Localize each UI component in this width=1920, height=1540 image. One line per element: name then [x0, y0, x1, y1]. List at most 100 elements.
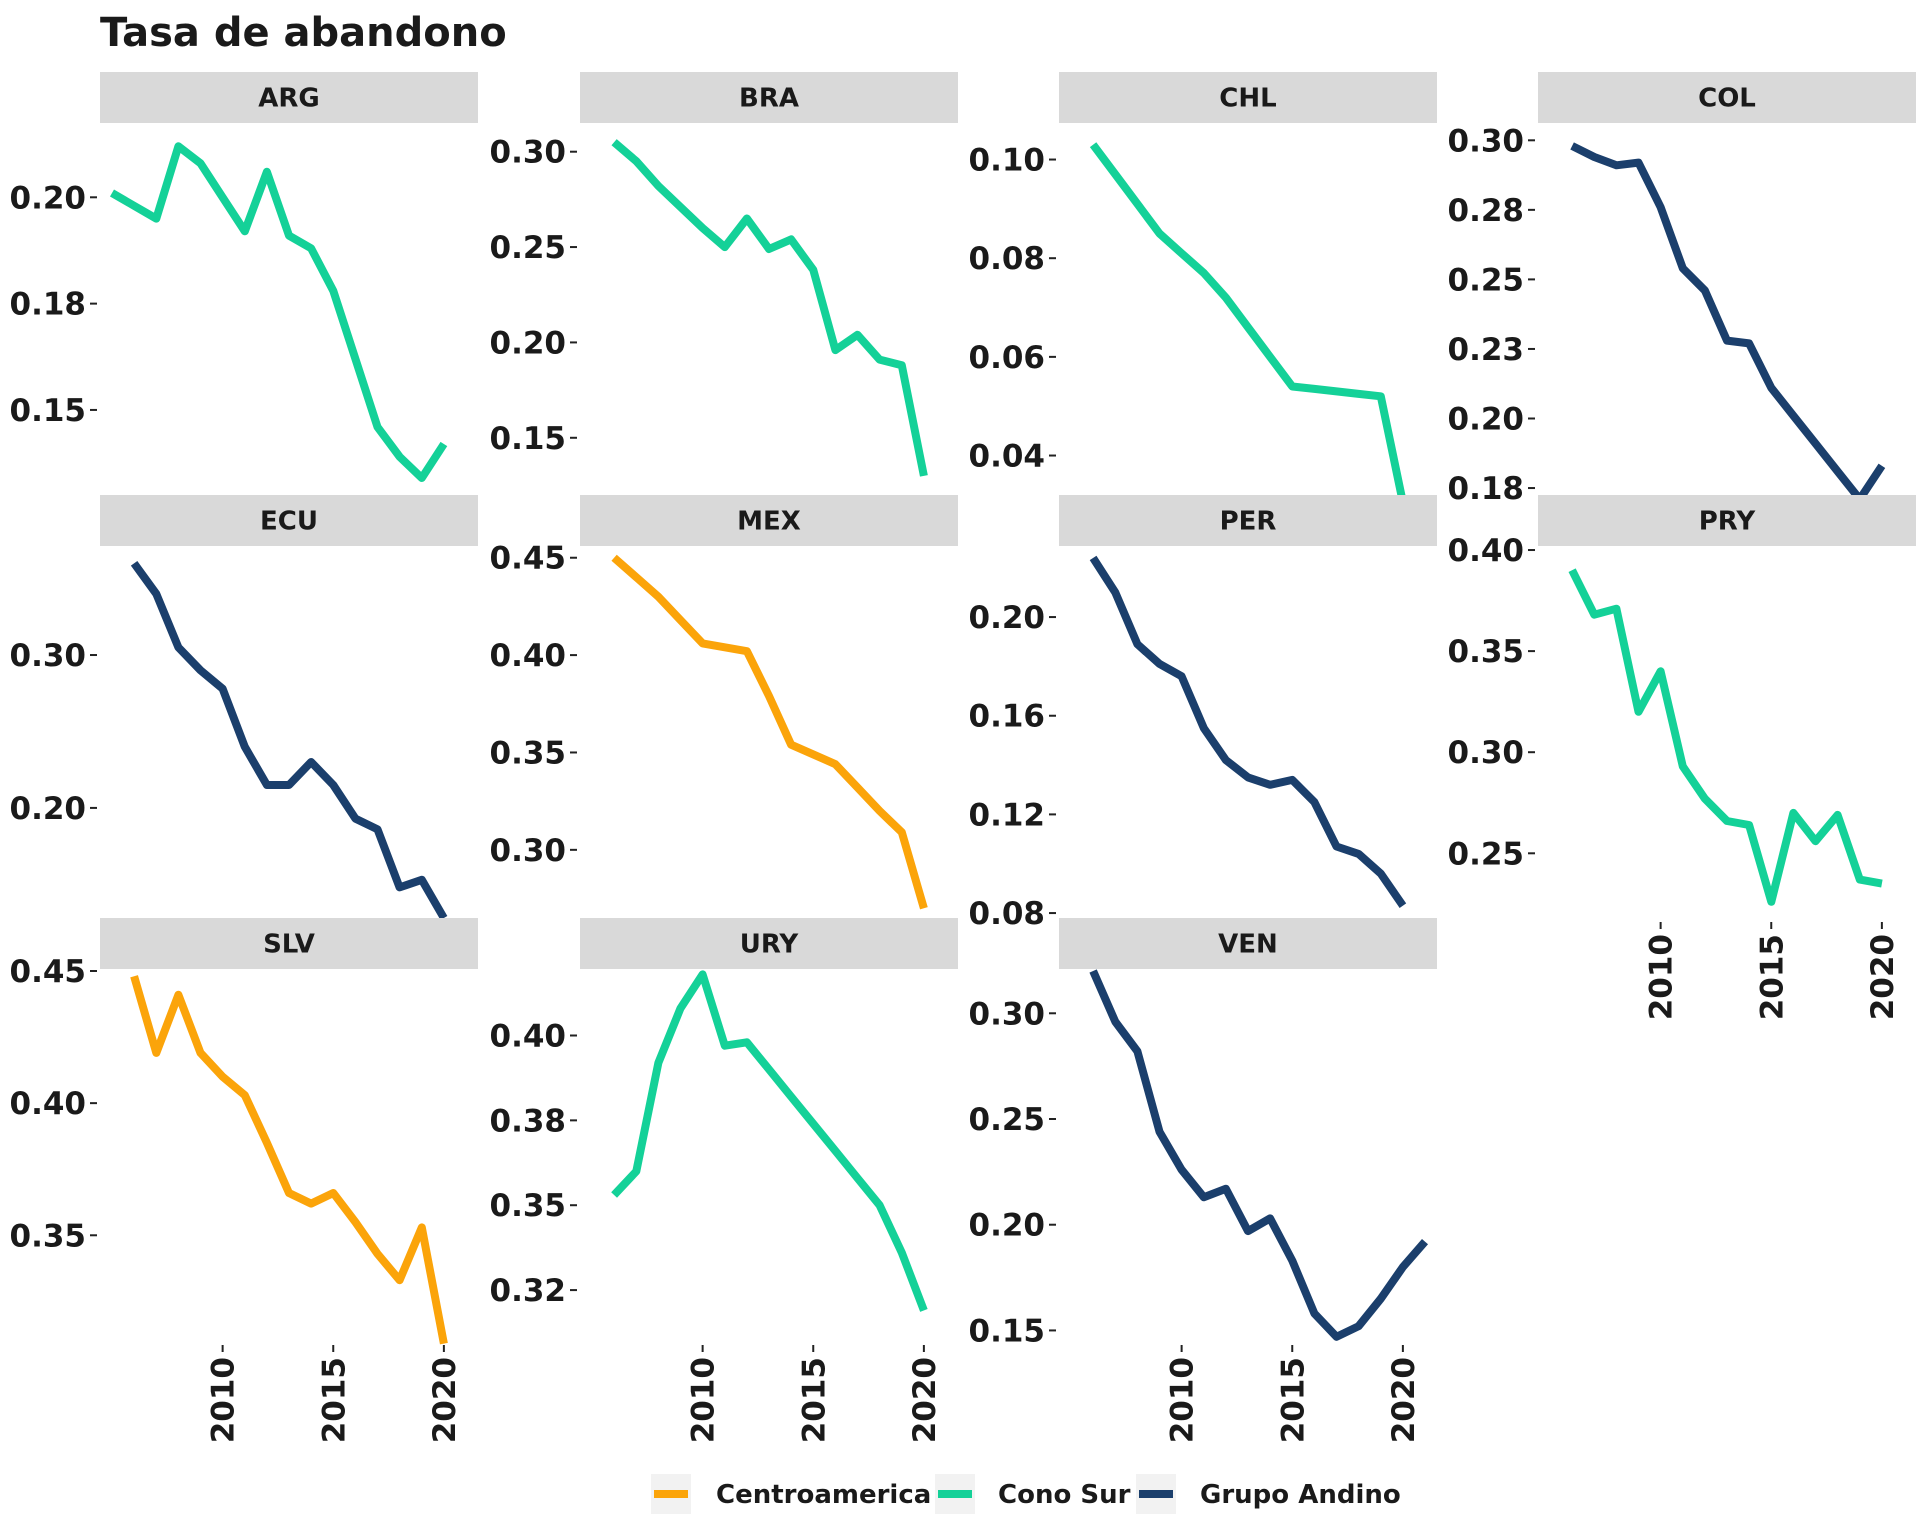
y-tick-label: 0.20	[969, 600, 1046, 636]
panel-ecu: ECU 0.20 0.30	[10, 495, 478, 921]
legend-item-cono-sur: Cono Sur	[935, 1474, 1131, 1514]
legend: Centroamerica Cono Sur Grupo Andino	[651, 1474, 1401, 1514]
y-tick-label: 0.35	[490, 1188, 567, 1224]
y-tick-label: 0.08	[969, 241, 1046, 277]
y-tick-label: 0.35	[490, 735, 567, 771]
x-tick-label: 2020	[427, 1357, 463, 1443]
panel-ven: VEN 0.15 0.20 0.25 0.30 2010 2015 2020	[969, 918, 1437, 1443]
series-line-ven	[1089, 969, 1429, 1341]
x-tick-label: 2015	[1754, 934, 1790, 1020]
x-tick-label: 2015	[1275, 1357, 1311, 1443]
series-line-per	[1089, 555, 1407, 908]
y-tick-label: 0.30	[1448, 735, 1525, 771]
panel-arg: ARG 0.15 0.18 0.20	[10, 72, 478, 482]
y-tick-label: 0.20	[1448, 401, 1525, 437]
y-tick-label: 0.25	[1448, 836, 1525, 872]
panel-bra: BRA 0.15 0.20 0.25 0.30	[490, 72, 958, 477]
y-tick-label: 0.25	[969, 1102, 1046, 1138]
panel-strip-label: ECU	[260, 507, 318, 537]
panel-strip-label: BRA	[739, 84, 799, 114]
y-tick-label: 0.30	[490, 833, 567, 869]
x-tick-label: 2020	[907, 1357, 943, 1443]
y-tick-label: 0.40	[490, 638, 567, 674]
x-tick-label: 2010	[1165, 1357, 1201, 1443]
panel-strip-label: CHL	[1219, 84, 1276, 114]
legend-label: Centroamerica	[716, 1480, 931, 1510]
panel-strip-label: COL	[1698, 84, 1756, 114]
panel-pry: PRY 0.25 0.30 0.35 0.40 2010 2015 2020	[1448, 495, 1916, 1020]
panel-strip-label: MEX	[737, 507, 801, 537]
x-tick-label: 2015	[316, 1357, 352, 1443]
legend-item-grupo-andino: Grupo Andino	[1136, 1474, 1401, 1514]
panel-ury: URY 0.32 0.35 0.38 0.40 2010 2015 2020	[490, 918, 958, 1443]
x-tick-label: 2020	[1386, 1357, 1422, 1443]
panel-strip	[1059, 918, 1437, 969]
y-tick-label: 0.28	[1448, 193, 1525, 229]
panel-strip-label: VEN	[1218, 930, 1278, 960]
x-tick-label: 2015	[796, 1357, 832, 1443]
series-line-slv	[130, 975, 448, 1345]
y-tick-label: 0.30	[10, 638, 87, 674]
x-tick-label: 2010	[206, 1357, 242, 1443]
x-tick-label: 2010	[1644, 934, 1680, 1020]
y-tick-label: 0.25	[1448, 262, 1525, 298]
panel-slv: SLV 0.35 0.40 0.45 2010 2015 2020	[10, 918, 478, 1443]
series-line-ecu	[130, 560, 448, 921]
panel-strip	[1538, 72, 1916, 123]
y-tick-label: 0.30	[490, 135, 567, 171]
y-tick-label: 0.30	[1448, 123, 1525, 159]
series-line-bra	[611, 139, 928, 477]
y-tick-label: 0.20	[490, 325, 567, 361]
y-tick-label: 0.23	[1448, 332, 1525, 368]
series-line-mex	[611, 554, 928, 910]
y-tick-label: 0.40	[10, 1086, 87, 1122]
y-tick-label: 0.45	[490, 541, 567, 577]
y-tick-label: 0.15	[969, 1313, 1046, 1349]
legend-label: Cono Sur	[998, 1480, 1131, 1510]
y-tick-label: 0.45	[10, 954, 87, 990]
y-tick-label: 0.20	[969, 1208, 1046, 1244]
y-tick-label: 0.18	[1448, 471, 1525, 507]
panel-strip-label: PER	[1220, 507, 1277, 537]
panels: ARG 0.15 0.18 0.20 BRA 0.15 0.20 0.25 0.30 CHL 0.0…	[10, 72, 1916, 1443]
series-line-pry	[1568, 568, 1883, 906]
panel-strip-label: URY	[740, 930, 800, 960]
panel-strip	[580, 72, 958, 123]
y-tick-label: 0.20	[10, 791, 87, 827]
y-tick-label: 0.10	[969, 143, 1046, 179]
series-line-arg	[109, 142, 448, 482]
y-tick-label: 0.40	[1448, 533, 1525, 569]
panel-strip	[100, 495, 478, 546]
y-tick-label: 0.15	[10, 393, 87, 429]
panel-col: COL 0.18 0.20 0.23 0.25 0.28 0.30	[1448, 72, 1916, 507]
series-line-chl	[1089, 142, 1407, 504]
panel-strip	[580, 918, 958, 969]
legend-label: Grupo Andino	[1200, 1480, 1401, 1510]
legend-item-centroamerica: Centroamerica	[651, 1474, 931, 1514]
panel-strip	[1059, 495, 1437, 546]
series-line-ury	[611, 970, 928, 1312]
y-tick-label: 0.35	[10, 1218, 87, 1254]
panel-per: PER 0.08 0.12 0.16 0.20	[969, 495, 1437, 932]
y-tick-label: 0.08	[969, 896, 1046, 932]
panel-strip	[1059, 72, 1437, 123]
y-tick-label: 0.12	[969, 797, 1046, 833]
panel-chl: CHL 0.04 0.06 0.08 0.10	[969, 72, 1437, 504]
panel-strip	[100, 72, 478, 123]
y-tick-label: 0.16	[969, 699, 1046, 735]
y-tick-label: 0.25	[490, 230, 567, 266]
panel-strip-label: ARG	[258, 84, 319, 114]
panel-strip	[1538, 495, 1916, 546]
x-tick-label: 2010	[686, 1357, 722, 1443]
panel-strip-label: PRY	[1699, 507, 1757, 537]
y-tick-label: 0.38	[490, 1103, 567, 1139]
y-tick-label: 0.18	[10, 287, 87, 323]
chart-title: Tasa de abandono	[100, 10, 507, 56]
series-line-col	[1570, 142, 1886, 504]
y-tick-label: 0.32	[490, 1273, 567, 1309]
y-tick-label: 0.15	[490, 421, 567, 457]
panel-strip-label: SLV	[263, 930, 315, 960]
panel-mex: MEX 0.30 0.35 0.40 0.45	[490, 495, 958, 910]
